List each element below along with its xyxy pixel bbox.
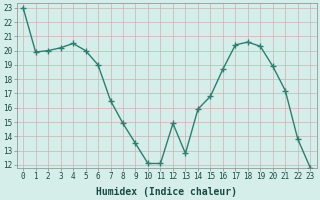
X-axis label: Humidex (Indice chaleur): Humidex (Indice chaleur) (96, 186, 237, 197)
